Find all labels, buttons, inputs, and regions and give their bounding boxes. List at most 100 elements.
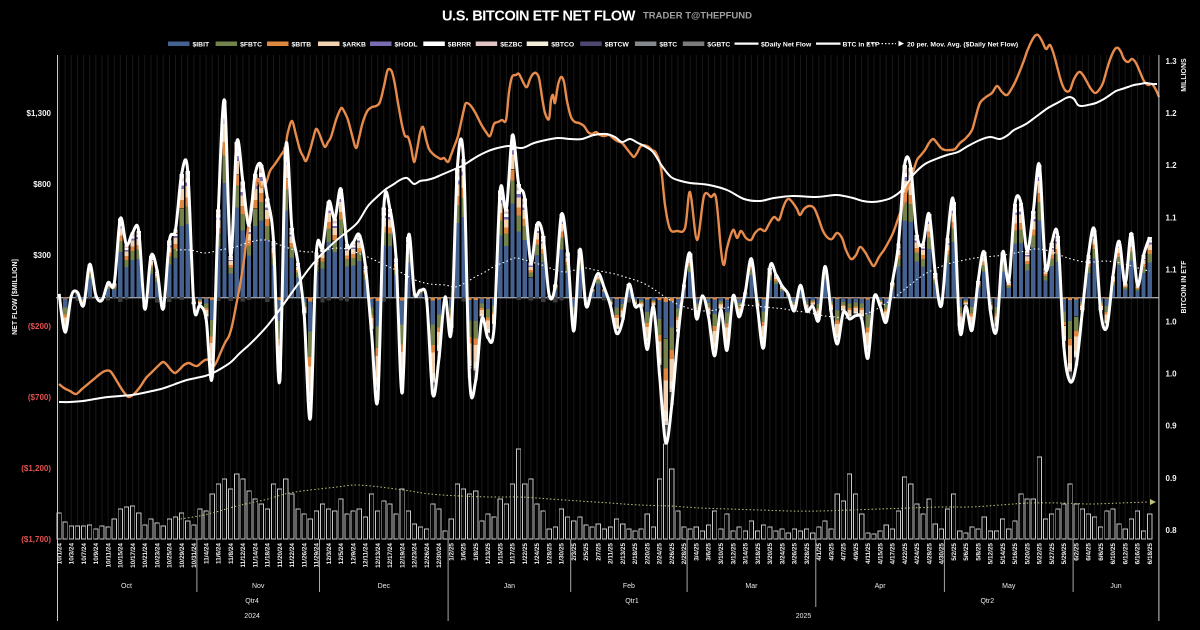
svg-text:$BTCW: $BTCW [605,41,630,48]
svg-text:$800: $800 [33,180,51,189]
svg-text:$GBTC: $GBTC [707,41,730,48]
svg-text:2024: 2024 [244,613,260,620]
svg-text:3/12/25: 3/12/25 [730,543,737,565]
svg-text:1/13/25: 1/13/25 [485,543,492,565]
svg-text:($1,700): ($1,700) [21,535,51,544]
svg-text:12/5/24: 12/5/24 [338,543,345,565]
svg-text:1.2: 1.2 [1166,161,1178,170]
svg-text:4/7/25: 4/7/25 [841,543,848,561]
svg-text:$1,300: $1,300 [27,109,52,118]
svg-text:($200): ($200) [28,322,51,331]
svg-text:1/24/25: 1/24/25 [534,543,541,565]
svg-text:10/9/24: 10/9/24 [93,543,100,565]
svg-text:2/5/25: 2/5/25 [583,543,590,561]
svg-text:$BITB: $BITB [292,41,312,48]
svg-text:BTC in ETF: BTC in ETF [843,41,880,48]
svg-text:Oct: Oct [121,583,132,590]
svg-text:5/29/25: 5/29/25 [1061,543,1068,565]
svg-text:4/1/25: 4/1/25 [816,543,823,561]
svg-text:Apr: Apr [875,583,887,590]
svg-text:3/10/25: 3/10/25 [718,543,725,565]
svg-text:11/26/24: 11/26/24 [301,543,308,568]
svg-text:3/28/25: 3/28/25 [804,543,811,565]
svg-text:2/13/25: 2/13/25 [620,543,627,565]
svg-text:1/15/25: 1/15/25 [497,543,504,565]
svg-text:Dec: Dec [378,583,391,590]
svg-text:11/14/24: 11/14/24 [252,543,259,568]
svg-text:1.0: 1.0 [1166,370,1178,379]
svg-text:4/22/25: 4/22/25 [902,543,909,565]
svg-text:6/4/25: 6/4/25 [1086,543,1093,561]
svg-text:6/6/25: 6/6/25 [1098,543,1105,561]
svg-text:5/12/25: 5/12/25 [988,543,995,565]
svg-text:1/8/25: 1/8/25 [473,543,480,561]
svg-text:Qtr1: Qtr1 [625,598,639,605]
svg-text:10/11/24: 10/11/24 [105,543,112,568]
svg-text:12/13/24: 12/13/24 [375,543,382,568]
svg-text:Nov: Nov [252,583,265,590]
svg-text:2/24/25: 2/24/25 [657,543,664,565]
svg-text:12/11/24: 12/11/24 [363,543,370,568]
svg-text:11/4/24: 11/4/24 [203,543,210,564]
svg-text:12/17/24: 12/17/24 [387,543,394,568]
svg-text:$EZBC: $EZBC [500,41,522,48]
svg-text:0.8: 0.8 [1166,526,1178,535]
svg-text:($700): ($700) [28,393,51,402]
svg-text:1.1: 1.1 [1166,265,1178,274]
svg-text:12/23/24: 12/23/24 [412,543,419,568]
svg-text:U.S. BITCOIN ETF NET FLOW: U.S. BITCOIN ETF NET FLOW [442,9,636,25]
svg-text:MILLIONS: MILLIONS [1181,58,1188,92]
svg-text:4/15/25: 4/15/25 [877,543,884,565]
svg-text:11/6/24: 11/6/24 [216,543,223,564]
svg-text:Feb: Feb [623,583,635,590]
svg-text:6/16/25: 6/16/25 [1135,543,1142,565]
svg-text:12/3/24: 12/3/24 [326,543,333,565]
svg-text:10/31/24: 10/31/24 [191,543,198,568]
svg-text:TRADER T@THEPFUND: TRADER T@THEPFUND [643,11,752,22]
svg-text:$FBTC: $FBTC [240,41,262,48]
svg-text:5/22/25: 5/22/25 [1037,543,1044,565]
svg-text:3/24/25: 3/24/25 [779,543,786,565]
svg-text:Jan: Jan [504,583,515,590]
svg-text:$Daily Net Flow: $Daily Net Flow [761,41,812,48]
svg-text:$BTC: $BTC [659,41,677,48]
svg-text:5/6/25: 5/6/25 [963,543,970,561]
svg-text:$BRRR: $BRRR [448,41,472,48]
svg-text:11/29/24: 11/29/24 [314,543,321,568]
svg-text:3/14/25: 3/14/25 [743,543,750,565]
svg-text:12/30/24: 12/30/24 [436,543,443,568]
svg-text:2/26/25: 2/26/25 [669,543,676,565]
svg-text:10/17/24: 10/17/24 [130,543,137,568]
svg-text:$BTCO: $BTCO [551,41,574,48]
svg-text:1.3: 1.3 [1166,57,1178,66]
svg-text:1/6/25: 1/6/25 [461,543,468,561]
svg-text:5/20/25: 5/20/25 [1024,543,1031,565]
svg-text:1/2/25: 1/2/25 [448,543,455,561]
svg-text:$300: $300 [33,251,51,260]
svg-text:1.0: 1.0 [1166,318,1178,327]
svg-text:6/2/25: 6/2/25 [1073,543,1080,561]
svg-text:3/20/25: 3/20/25 [767,543,774,565]
svg-text:1.2: 1.2 [1166,109,1178,118]
svg-text:Mar: Mar [745,583,758,590]
svg-text:2/28/25: 2/28/25 [681,543,688,565]
svg-text:5/16/25: 5/16/25 [1012,543,1019,565]
svg-text:11/12/24: 11/12/24 [240,543,247,568]
svg-text:10/29/24: 10/29/24 [179,543,186,568]
svg-text:4/11/25: 4/11/25 [865,543,872,564]
svg-text:2/20/25: 2/20/25 [645,543,652,565]
svg-text:1/30/25: 1/30/25 [559,543,566,565]
svg-text:12/26/24: 12/26/24 [424,543,431,568]
svg-text:4/30/25: 4/30/25 [939,543,946,565]
svg-text:12/9/24: 12/9/24 [350,543,357,565]
svg-text:11/18/24: 11/18/24 [265,543,272,568]
svg-text:12/19/24: 12/19/24 [399,543,406,568]
svg-text:($1,200): ($1,200) [21,464,51,473]
svg-text:$IBIT: $IBIT [193,41,210,48]
svg-text:10/1/24: 10/1/24 [56,543,63,565]
svg-text:Qtr4: Qtr4 [245,598,259,605]
svg-text:5/27/25: 5/27/25 [1049,543,1056,565]
svg-text:2/18/25: 2/18/25 [632,543,639,565]
svg-text:5/8/25: 5/8/25 [975,543,982,561]
svg-text:10/7/24: 10/7/24 [81,543,88,565]
